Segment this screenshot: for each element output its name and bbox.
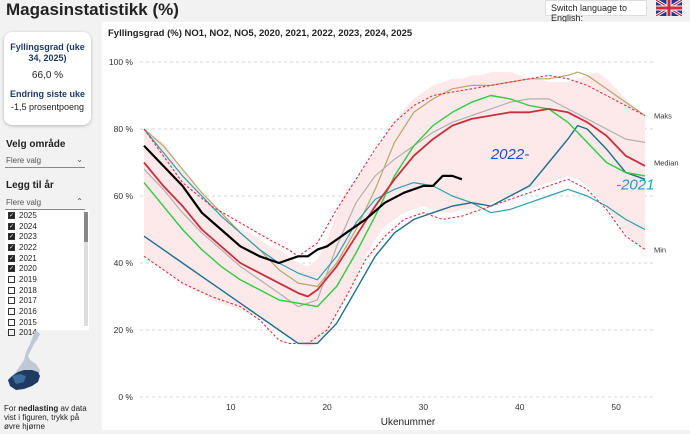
year-checkbox[interactable]: ✓ xyxy=(8,222,15,230)
year-option[interactable]: ✓ 2025 xyxy=(5,210,89,221)
year-option[interactable]: 2019 xyxy=(5,274,89,285)
year-option[interactable]: ✓ 2024 xyxy=(5,221,89,232)
series-line-2024 xyxy=(143,108,646,298)
y-tick-label: 20 % xyxy=(114,325,134,335)
kpi-change-title: Endring siste uke xyxy=(9,89,86,99)
series-line-2021 xyxy=(143,128,646,281)
year-label: 2015 xyxy=(19,317,37,327)
series-line-min xyxy=(143,178,646,344)
download-info: For nedlasting av data vist i figuren, t… xyxy=(4,404,87,431)
year-label: 2022 xyxy=(19,242,37,252)
year-checkbox[interactable]: ✓ xyxy=(8,254,15,262)
x-tick-label: 50 xyxy=(611,402,621,412)
handwritten-annotation: 2022- xyxy=(490,146,529,163)
year-checkbox[interactable] xyxy=(8,286,15,294)
kpi-value: 66,0 % xyxy=(31,70,64,81)
language-button[interactable]: Switch language to English: xyxy=(545,0,647,23)
year-label: 2018 xyxy=(19,285,37,295)
line-label: Median xyxy=(654,159,679,168)
year-checkbox[interactable] xyxy=(8,275,15,283)
kpi-card: Fyllingsgrad (uke 34, 2025) 66,0 % Endri… xyxy=(4,32,91,125)
year-option[interactable]: ✓ 2020 xyxy=(5,263,89,274)
kpi-change-value: -1,5 prosentpoeng xyxy=(10,102,85,112)
year-label: 2016 xyxy=(19,307,37,317)
year-option[interactable]: 2017 xyxy=(5,296,89,307)
year-checkbox[interactable] xyxy=(8,308,15,316)
x-tick-label: 20 xyxy=(322,402,332,412)
year-list: ✓ 2025 ✓ 2024 ✓ 2023 ✓ 2022 ✓ 2021 ✓ 2020 2019 2018 20… xyxy=(5,210,89,337)
year-label: 2019 xyxy=(19,274,37,284)
y-tick-label: 40 % xyxy=(114,258,134,268)
year-filter-label: Legg til år xyxy=(6,180,54,191)
series-line-2023 xyxy=(143,94,646,308)
series-line-2020 xyxy=(143,98,646,308)
x-tick-label: 10 xyxy=(226,402,236,412)
chart-title: Fyllingsgrad (%) NO1, NO2, NO5, 2020, 20… xyxy=(108,28,413,39)
year-option[interactable]: 2014 xyxy=(5,328,89,339)
line-label: Maks xyxy=(654,112,672,121)
x-tick-label: 30 xyxy=(419,402,429,412)
area-dropdown-value: Flere valg xyxy=(6,156,42,165)
line-label: Min xyxy=(654,246,666,255)
series-line-2022 xyxy=(143,124,646,345)
y-tick-label: 0 % xyxy=(118,392,133,402)
chevron-down-icon: ⌄ xyxy=(76,155,83,164)
year-checkbox[interactable]: ✓ xyxy=(8,265,15,273)
year-checkbox[interactable] xyxy=(8,297,15,305)
x-tick-label: 40 xyxy=(515,402,525,412)
year-checkbox[interactable] xyxy=(8,318,15,326)
year-label: 2021 xyxy=(19,253,37,263)
year-option[interactable]: 2016 xyxy=(5,306,89,317)
year-checkbox[interactable]: ✓ xyxy=(8,233,15,241)
year-label: 2017 xyxy=(19,296,37,306)
year-list-scrollbar[interactable] xyxy=(84,212,88,326)
norway-map-icon xyxy=(8,330,40,390)
year-label: 2014 xyxy=(19,328,37,338)
year-option[interactable]: ✓ 2022 xyxy=(5,242,89,253)
year-option[interactable]: 2018 xyxy=(5,285,89,296)
year-option[interactable]: ✓ 2021 xyxy=(5,253,89,264)
series-line-2025 xyxy=(143,145,463,265)
year-label: 2020 xyxy=(19,264,37,274)
chevron-up-icon: ⌃ xyxy=(76,197,83,206)
year-checkbox[interactable]: ✓ xyxy=(8,243,15,251)
area-filter-label: Velg område xyxy=(6,139,66,150)
year-dropdown-value: Flere valg xyxy=(6,198,42,207)
area-dropdown[interactable]: Flere valg ⌄ xyxy=(5,154,85,168)
y-tick-label: 60 % xyxy=(114,191,134,201)
year-label: 2025 xyxy=(19,210,37,220)
year-checkbox[interactable]: ✓ xyxy=(8,211,15,219)
year-option[interactable]: 2015 xyxy=(5,317,89,328)
series-line-2019 xyxy=(143,71,646,287)
y-tick-label: 100 % xyxy=(109,57,134,67)
uk-flag-icon[interactable] xyxy=(656,0,682,16)
year-checkbox[interactable] xyxy=(8,329,15,337)
year-label: 2024 xyxy=(19,221,37,231)
y-tick-label: 80 % xyxy=(114,124,134,134)
year-dropdown[interactable]: Flere valg ⌃ xyxy=(5,196,85,210)
kpi-title: Fyllingsgrad (uke 34, 2025) xyxy=(10,42,85,63)
handwritten-annotation: -2021 xyxy=(616,176,654,193)
x-axis-label: Ukenummer xyxy=(381,417,436,428)
year-option[interactable]: ✓ 2023 xyxy=(5,231,89,242)
series-line-maks xyxy=(143,74,646,257)
year-label: 2023 xyxy=(19,232,37,242)
page-title: Magasinstatistikk (%) xyxy=(6,0,179,19)
